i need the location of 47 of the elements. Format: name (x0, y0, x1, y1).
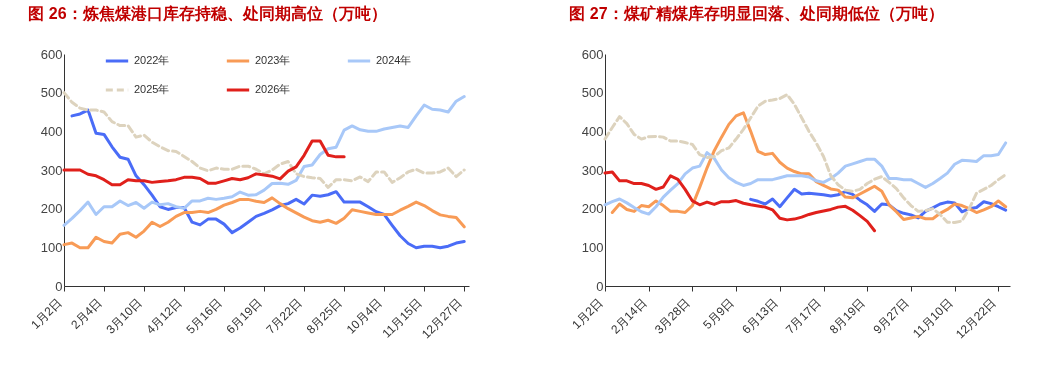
x-tick-label: 6月19日 (223, 295, 265, 337)
y-tick-label: 100 (40, 239, 63, 255)
x-tick-label: 1月2日 (569, 295, 606, 332)
legend-label: 2024年 (376, 54, 412, 66)
line-series (62, 139, 346, 187)
y-tick-label: 300 (581, 162, 604, 178)
chart-title: 图 26：炼焦煤港口库存持稳、处同期高位（万吨） (28, 4, 387, 23)
y-tick-label: 100 (581, 239, 604, 255)
line-series (70, 108, 466, 250)
x-tick-label: 4月12日 (143, 295, 185, 337)
line-series (603, 170, 877, 233)
x-tick-label: 8月25日 (303, 295, 345, 337)
y-tick-label: 500 (40, 85, 63, 101)
y-tick-label: 600 (581, 46, 604, 62)
x-tick-label: 6月13日 (739, 295, 781, 337)
x-tick-label: 11月10日 (910, 295, 956, 341)
y-tick-label: 300 (40, 162, 63, 178)
y-tick-label: 400 (581, 123, 604, 139)
x-tick-label: 3月28日 (651, 295, 693, 337)
y-tick-label: 500 (581, 85, 604, 101)
legend-label: 2025年 (134, 83, 170, 95)
y-tick-label: 0 (596, 278, 604, 294)
x-tick-label: 3月10日 (103, 295, 145, 337)
y-tick-label: 600 (40, 46, 63, 62)
x-tick-label: 9月27日 (870, 295, 912, 337)
line-series (603, 93, 1008, 225)
x-tick-label: 5月16日 (183, 295, 225, 337)
line-series (603, 141, 1008, 216)
x-tick-label: 8月19日 (826, 295, 868, 337)
chart-title: 图 27：煤矿精煤库存明显回落、处同期低位（万吨） (569, 5, 944, 23)
x-tick-label: 2月4日 (68, 295, 105, 332)
x-tick-label: 1月2日 (28, 295, 65, 332)
x-tick-label: 2月14日 (608, 295, 650, 337)
y-tick-label: 0 (55, 278, 63, 294)
x-tick-label: 5月9日 (700, 295, 737, 332)
x-tick-label: 7月22日 (263, 295, 305, 337)
legend-label: 2023年 (255, 54, 291, 66)
x-tick-label: 7月17日 (782, 295, 825, 337)
y-tick-label: 200 (581, 201, 604, 217)
y-tick-label: 200 (40, 201, 63, 217)
line-series (62, 196, 466, 250)
y-tick-label: 400 (40, 123, 63, 139)
legend-label: 2026年 (255, 83, 291, 95)
line-series (62, 95, 466, 227)
legend-label: 2022年 (134, 54, 170, 66)
line-series (610, 111, 1008, 221)
x-tick-label: 12月22日 (953, 295, 999, 342)
